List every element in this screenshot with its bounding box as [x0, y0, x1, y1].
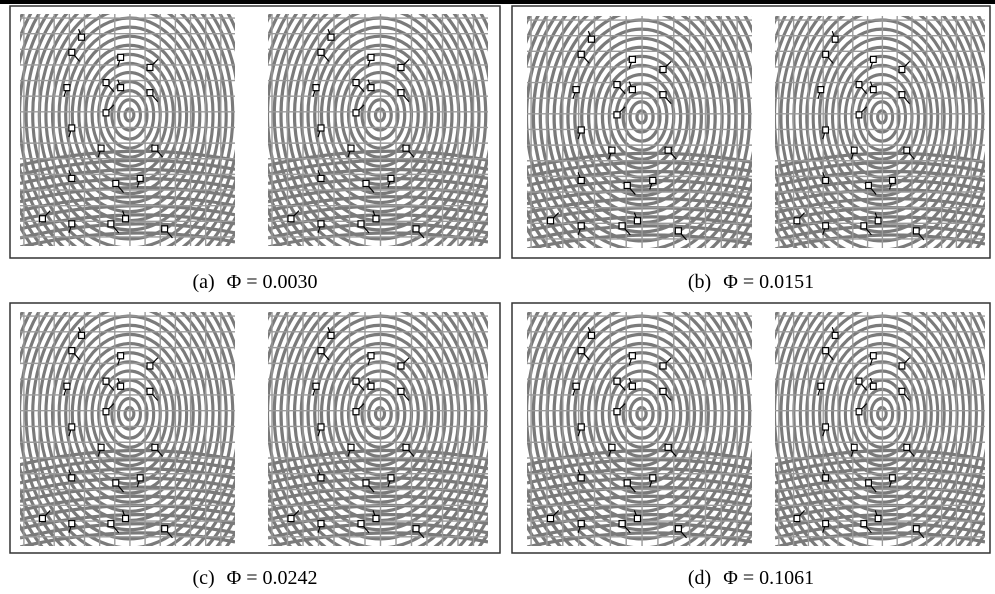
panel-frame: [511, 5, 991, 259]
caption-text: Φ = 0.1061: [723, 567, 814, 589]
fingerprint-image: [499, 0, 784, 304]
panel-frame: [511, 302, 991, 554]
caption: (c) Φ = 0.0242: [192, 567, 317, 589]
caption-text: Φ = 0.0242: [227, 567, 318, 589]
caption-label: (b): [688, 271, 711, 293]
fingerprint-image: [0, 0, 266, 302]
caption-label: (c): [192, 567, 214, 589]
caption-text: Φ = 0.0151: [723, 271, 814, 293]
panel-frame: [9, 302, 501, 554]
caption: (d) Φ = 0.1061: [688, 567, 814, 589]
top-rule: [0, 0, 995, 4]
caption-label: (a): [192, 271, 214, 293]
panel-frame: [9, 5, 501, 259]
caption-label: (d): [688, 567, 711, 589]
caption-text: Φ = 0.0030: [227, 271, 318, 293]
caption: (a) Φ = 0.0030: [192, 271, 317, 293]
fingerprint-image: [749, 0, 995, 304]
caption: (b) Φ = 0.0151: [688, 271, 814, 293]
fingerprint-image: [241, 0, 520, 302]
